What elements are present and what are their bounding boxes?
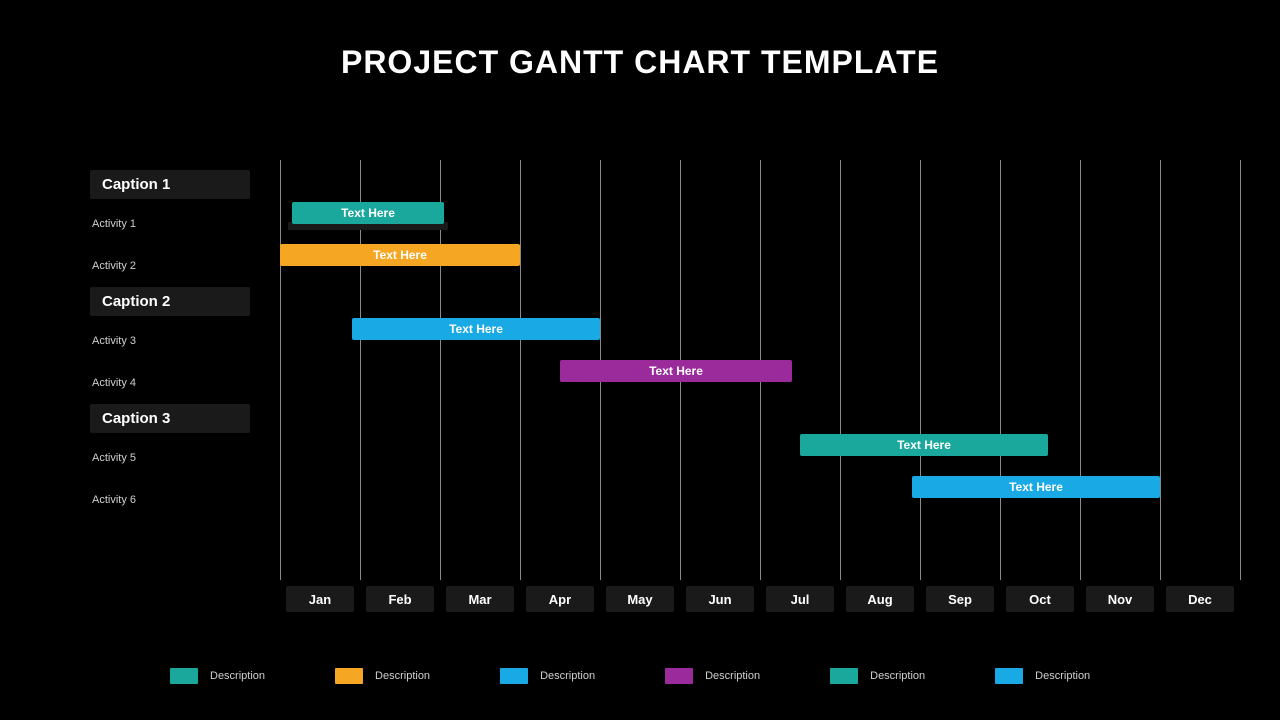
gantt-chart: Caption 1 Activity 1Activity 2Caption 2 Ac… <box>0 160 1280 600</box>
legend-item: Description <box>830 668 925 684</box>
month-cell: Apr <box>526 586 594 612</box>
month-cell: Jul <box>766 586 834 612</box>
activity-label: Activity 4 <box>90 362 250 404</box>
activity-label: Activity 1 <box>90 203 250 245</box>
month-cell: Jan <box>286 586 354 612</box>
month-cell: May <box>606 586 674 612</box>
gantt-bar: Text Here <box>292 202 444 224</box>
legend-swatch <box>170 668 198 684</box>
month-cell: Aug <box>846 586 914 612</box>
gantt-sidebar: Caption 1 Activity 1Activity 2Caption 2 Ac… <box>90 170 250 521</box>
legend-item: Description <box>665 668 760 684</box>
legend-label: Description <box>705 670 760 682</box>
legend-swatch <box>665 668 693 684</box>
month-cell: Sep <box>926 586 994 612</box>
gantt-bar: Text Here <box>352 318 600 340</box>
gantt-month-axis: Jan Feb Mar Apr May Jun Jul Aug Sep Oct Nov Dec <box>280 582 1240 612</box>
activity-label: Activity 6 <box>90 479 250 521</box>
gantt-bar: Text Here <box>560 360 792 382</box>
gantt-bar: Text Here <box>912 476 1160 498</box>
activity-label: Activity 5 <box>90 437 250 479</box>
month-cell: Dec <box>1166 586 1234 612</box>
month-cell: Nov <box>1086 586 1154 612</box>
gantt-bar: Text Here <box>800 434 1048 456</box>
legend-label: Description <box>375 670 430 682</box>
page-title: PROJECT GANTT CHART TEMPLATE <box>0 44 1280 81</box>
legend-label: Description <box>540 670 595 682</box>
activity-label: Activity 2 <box>90 245 250 287</box>
legend-label: Description <box>210 670 265 682</box>
legend-swatch <box>500 668 528 684</box>
caption-label: Caption 3 <box>90 404 250 433</box>
legend-label: Description <box>1035 670 1090 682</box>
legend-swatch <box>335 668 363 684</box>
legend-item: Description <box>170 668 265 684</box>
legend-label: Description <box>870 670 925 682</box>
legend-item: Description <box>995 668 1090 684</box>
gantt-bar: Text Here <box>280 244 520 266</box>
gantt-bars: Text Here Text Here Text Here Text Here Text… <box>280 160 1240 580</box>
caption-label: Caption 2 <box>90 287 250 316</box>
caption-label: Caption 1 <box>90 170 250 199</box>
legend-item: Description <box>500 668 595 684</box>
legend-swatch <box>995 668 1023 684</box>
month-cell: Jun <box>686 586 754 612</box>
legend-swatch <box>830 668 858 684</box>
activity-label: Activity 3 <box>90 320 250 362</box>
legend: Description Description Description Descrip… <box>170 668 1170 684</box>
month-cell: Feb <box>366 586 434 612</box>
legend-item: Description <box>335 668 430 684</box>
month-cell: Oct <box>1006 586 1074 612</box>
month-cell: Mar <box>446 586 514 612</box>
grid-line <box>1240 160 1241 580</box>
